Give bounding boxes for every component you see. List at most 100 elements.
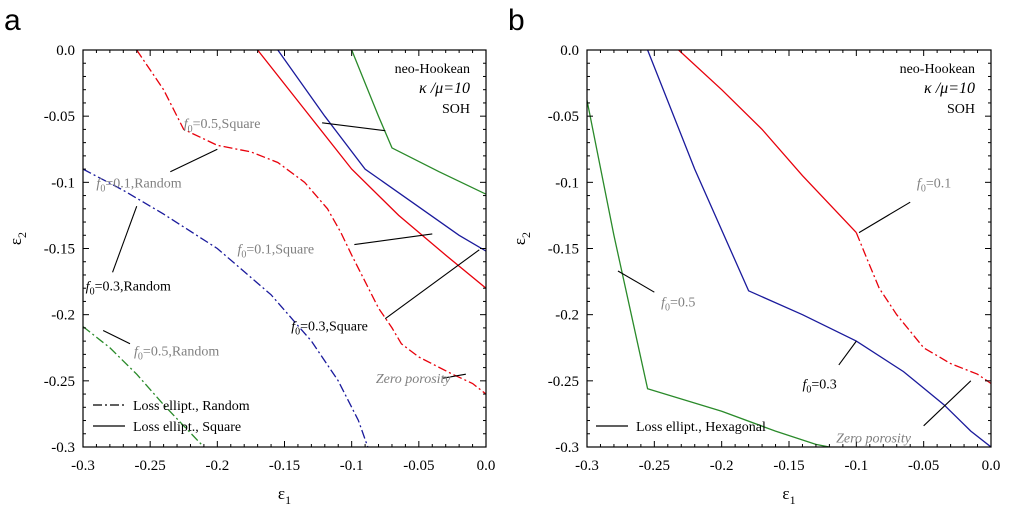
annotation-rest: =0.3,Square [300, 319, 368, 334]
annotation-f: f [184, 117, 190, 132]
x-tick-label: 0.0 [982, 458, 1001, 474]
y-tick-label: -0.05 [44, 109, 75, 125]
annotation-leader [354, 233, 433, 246]
y-tick-label: -0.15 [44, 242, 75, 258]
panel-b: b -0.3 -0.25 -0.2 -0.15 -0.1 -0.05 0.0 0.0 -0.05 -… [508, 4, 1000, 507]
y-tick-label: -0.25 [548, 374, 579, 390]
annotation-f: f [86, 280, 92, 295]
x-axis-label-sub: 1 [790, 493, 796, 507]
y-axis-label: ε2 [6, 232, 29, 245]
y-tick-label: 0.0 [560, 43, 579, 59]
series-line-1 [678, 50, 857, 234]
annotation-label: f0=0.5,Random [134, 344, 219, 362]
y-axis-label-sub: 2 [519, 232, 533, 238]
x-tick-label: -0.3 [71, 458, 95, 474]
x-tick-label: -0.2 [205, 458, 229, 474]
info-text-line: neo-Hookean [900, 62, 975, 77]
y-tick-label: -0.05 [548, 109, 579, 125]
annotation-rest: =0.3,Random [95, 280, 171, 295]
annotation-label: f0=0.1,Random [96, 176, 181, 194]
x-tick-label: 0.0 [477, 458, 496, 474]
panel-a: a -0.3 -0.25 -0.2 -0.15 -0.1 -0.05 0.0 0.0 -0.05 -… [4, 4, 495, 507]
annotation-label: f0=0.1,Square [237, 243, 314, 261]
series-group [83, 50, 486, 447]
series-line-5 [83, 168, 369, 447]
y-tick-label: -0.1 [51, 175, 75, 191]
series-line-2 [257, 50, 486, 289]
annotation-leader [112, 205, 138, 273]
panel-label: a [4, 4, 21, 37]
x-tick-label: -0.05 [403, 458, 434, 474]
annotation-leader [617, 270, 655, 293]
x-tick-label: -0.15 [773, 458, 804, 474]
x-axis-label-main: ε [782, 484, 789, 503]
legend-label: Loss ellipt., Square [133, 420, 241, 435]
annotation-label: f0=0.3 [802, 377, 836, 395]
legend-label: Loss ellipt., Random [133, 399, 250, 414]
x-tick-label: -0.1 [844, 458, 868, 474]
x-axis-label: ε1 [782, 484, 795, 507]
series-line-6 [83, 326, 205, 447]
annotation-leader [442, 373, 466, 379]
annotation-leader [170, 148, 218, 173]
series-line-4 [351, 50, 486, 195]
annotation-sub: 0 [100, 183, 105, 194]
panel-label: b [508, 4, 525, 37]
info-text-line: κ /μ=10 [924, 80, 975, 97]
annotation-label: f0=0.5 [661, 295, 695, 313]
annotation-rest: =0.5,Random [143, 344, 219, 359]
x-tick-label: -0.25 [135, 458, 166, 474]
series-line-3 [646, 50, 991, 447]
y-tick-label: -0.25 [44, 374, 75, 390]
annotation-leader [838, 340, 857, 366]
legend-label: Loss ellipt., Hexagonal [636, 420, 766, 435]
y-tick-label: -0.3 [555, 440, 579, 456]
y-axis-label-main: ε [510, 238, 529, 245]
annotation-f: f [237, 243, 243, 258]
annotation-sub: 0 [90, 287, 95, 298]
annotation-leader [384, 249, 480, 320]
info-text-line: SOH [947, 102, 975, 117]
annotation-rest: =0.3 [811, 377, 836, 392]
annotation-rest: =0.5,Square [193, 117, 261, 132]
series-line-2 [855, 232, 991, 385]
annotation-sub: 0 [921, 183, 926, 194]
annotation-rest: =0.1 [926, 176, 951, 191]
x-tick-label: -0.15 [269, 458, 300, 474]
info-text-line: neo-Hookean [395, 62, 470, 77]
y-tick-label: 0.0 [56, 43, 75, 59]
y-tick-label: -0.2 [51, 308, 75, 324]
x-tick-label: -0.05 [908, 458, 939, 474]
x-tick-label: -0.2 [710, 458, 734, 474]
annotation-f: f [917, 176, 923, 191]
annotation-rest: =0.1,Random [105, 176, 181, 191]
series-line-3 [277, 50, 486, 252]
annotation-sub: 0 [138, 351, 143, 362]
annotation-f: f [96, 176, 102, 191]
annotation-leader [858, 201, 911, 234]
annotation-label: Zero porosity [376, 372, 452, 387]
series-line-1 [136, 50, 486, 395]
y-axis-label-main: ε [6, 238, 25, 245]
y-tick-label: -0.1 [555, 175, 579, 191]
y-tick-label: -0.15 [548, 242, 579, 258]
x-axis-label: ε1 [278, 484, 291, 507]
x-tick-label: -0.3 [575, 458, 599, 474]
annotation-leader [923, 380, 972, 427]
annotation-label: f0=0.3,Random [86, 280, 171, 298]
annotation-sub: 0 [188, 124, 193, 135]
x-tick-label: -0.25 [639, 458, 670, 474]
y-tick-label: -0.2 [555, 308, 579, 324]
annotation-leader [102, 330, 131, 345]
info-text-line: κ /μ=10 [419, 80, 470, 97]
y-axis-label: ε2 [510, 232, 533, 245]
annotation-label: f0=0.5,Square [184, 117, 261, 135]
annotation-f: f [802, 377, 808, 392]
x-axis-label-main: ε [278, 484, 285, 503]
annotation-sub: 0 [241, 250, 246, 261]
annotation-f: f [134, 344, 140, 359]
x-axis-label-sub: 1 [285, 493, 291, 507]
annotation-label: f0=0.1 [917, 176, 951, 194]
annotation-sub: 0 [295, 326, 300, 337]
